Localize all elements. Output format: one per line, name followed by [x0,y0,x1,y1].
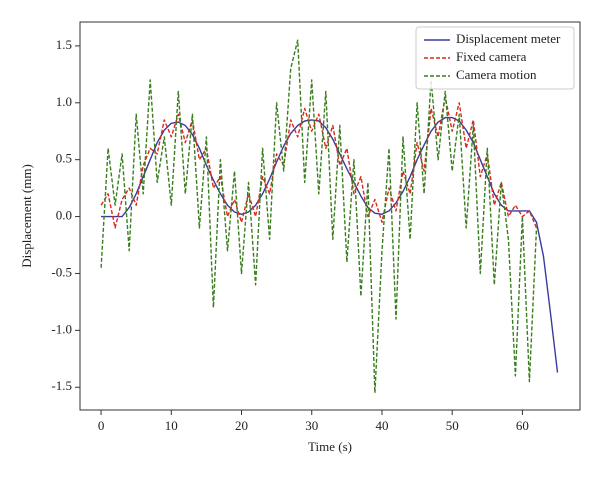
line-series [101,116,559,373]
y-tick-label: -1.0 [51,321,72,336]
x-tick-label: 10 [165,418,178,433]
y-tick-label: -1.5 [51,378,72,393]
y-tick-label: 0.5 [56,151,72,166]
legend-label: Displacement meter [456,31,561,46]
x-tick-label: 30 [305,418,318,433]
x-tick-label: 40 [375,418,388,433]
legend-label: Camera motion [456,67,537,82]
x-tick-label: 20 [235,418,248,433]
y-tick-label: 0.0 [56,208,72,223]
x-tick-label: 0 [98,418,105,433]
x-tick-label: 60 [516,418,529,433]
y-tick-label: -0.5 [51,264,72,279]
x-axis-label: Time (s) [308,439,352,454]
line-series [100,39,538,394]
plot-frame [79,21,581,411]
line-series [100,96,538,229]
y-tick-label: 1.5 [56,37,72,52]
legend-label: Fixed camera [456,49,527,64]
y-axis-label: Displacement (mm) [19,164,34,268]
y-tick-label: 1.0 [56,94,72,109]
x-tick-label: 50 [446,418,459,433]
legend-box [415,26,575,90]
